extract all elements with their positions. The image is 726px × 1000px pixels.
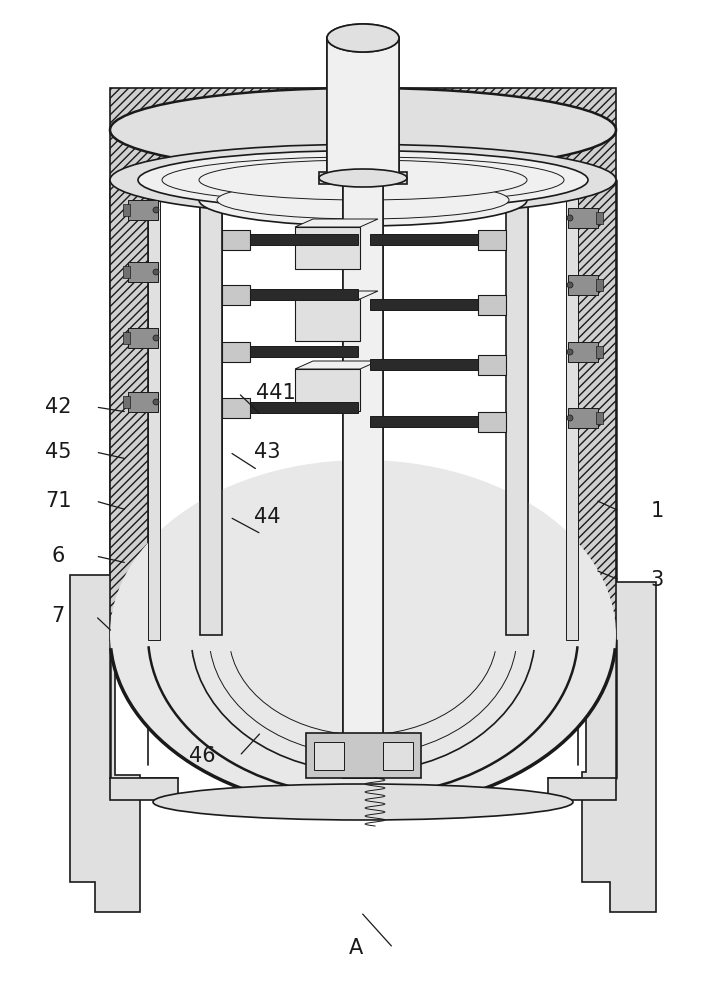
Bar	[319, 172, 407, 184]
Ellipse shape	[110, 460, 616, 810]
Bar	[110, 88, 616, 180]
Bar	[123, 266, 130, 278]
Circle shape	[153, 269, 159, 275]
Polygon shape	[582, 582, 656, 912]
Bar	[123, 204, 130, 216]
Text: 42: 42	[45, 397, 71, 417]
Polygon shape	[295, 361, 378, 369]
Ellipse shape	[110, 144, 616, 216]
Ellipse shape	[217, 181, 509, 219]
Circle shape	[567, 215, 573, 221]
Bar	[295, 227, 360, 269]
Bar	[200, 200, 222, 635]
Ellipse shape	[160, 158, 566, 202]
Bar	[314, 742, 344, 770]
Bar	[250, 346, 358, 357]
Text: 7: 7	[52, 606, 65, 626]
Ellipse shape	[327, 24, 399, 52]
Text: 45: 45	[45, 442, 71, 462]
Bar	[568, 208, 598, 228]
Bar	[250, 234, 358, 245]
Bar	[596, 212, 603, 224]
Ellipse shape	[138, 151, 588, 209]
Bar	[295, 369, 360, 411]
Polygon shape	[295, 291, 378, 299]
Ellipse shape	[153, 784, 573, 820]
Bar	[343, 180, 383, 778]
Polygon shape	[70, 575, 140, 912]
Circle shape	[567, 282, 573, 288]
Bar	[478, 412, 506, 432]
Bar	[110, 778, 178, 800]
Circle shape	[153, 335, 159, 341]
Circle shape	[153, 399, 159, 405]
Bar	[250, 402, 358, 413]
Text: 43: 43	[254, 442, 280, 462]
Circle shape	[567, 349, 573, 355]
Bar	[568, 408, 598, 428]
Text: A: A	[348, 938, 363, 958]
Circle shape	[567, 415, 573, 421]
Bar	[370, 299, 478, 310]
Text: 46: 46	[189, 746, 215, 766]
Bar	[222, 285, 250, 305]
Bar	[596, 346, 603, 358]
Bar	[568, 342, 598, 362]
Bar	[327, 38, 399, 176]
Text: 3: 3	[650, 570, 664, 590]
Bar	[128, 200, 158, 220]
Bar	[306, 733, 421, 778]
Bar	[506, 200, 528, 635]
Text: 6: 6	[52, 546, 65, 566]
Bar	[123, 332, 130, 344]
Bar	[478, 230, 506, 250]
Bar	[478, 355, 506, 375]
Polygon shape	[295, 219, 378, 227]
Bar	[222, 342, 250, 362]
Bar	[250, 289, 358, 300]
Bar	[548, 778, 616, 800]
Bar	[128, 392, 158, 412]
Bar	[222, 398, 250, 418]
Bar	[370, 416, 478, 427]
Bar	[370, 359, 478, 370]
Bar	[110, 180, 148, 640]
Bar	[295, 299, 360, 341]
Text: 44: 44	[254, 507, 280, 527]
Circle shape	[153, 207, 159, 213]
Bar	[123, 396, 130, 408]
Text: 71: 71	[45, 491, 71, 511]
Bar	[222, 230, 250, 250]
Bar	[128, 262, 158, 282]
Bar	[478, 295, 506, 315]
Text: 441: 441	[256, 383, 295, 403]
Text: 1: 1	[650, 501, 664, 521]
Bar	[148, 180, 160, 640]
Bar	[370, 234, 478, 245]
Bar	[327, 38, 399, 176]
Bar	[343, 180, 383, 778]
Bar	[578, 180, 616, 640]
Bar	[568, 275, 598, 295]
Ellipse shape	[162, 157, 564, 203]
Bar	[596, 412, 603, 424]
Ellipse shape	[199, 174, 527, 226]
Ellipse shape	[319, 169, 407, 187]
Ellipse shape	[110, 88, 616, 172]
Bar	[596, 279, 603, 291]
Bar	[383, 742, 413, 770]
Ellipse shape	[327, 24, 399, 52]
Bar	[566, 180, 578, 640]
Bar	[128, 328, 158, 348]
Ellipse shape	[199, 160, 527, 200]
